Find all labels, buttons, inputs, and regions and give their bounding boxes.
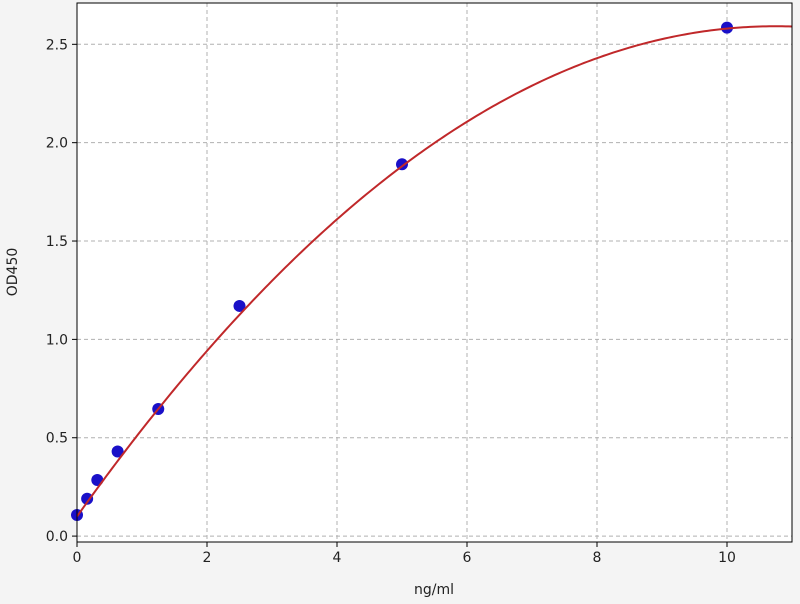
x-tick-label: 4 [333,550,342,566]
x-axis-ticks: 0 2 4 6 8 10 [73,542,736,566]
y-tick-label: 0.5 [46,431,68,447]
x-axis-label: ng/ml [414,582,454,598]
data-point [111,445,124,458]
data-point [81,492,94,505]
x-tick-label: 2 [203,550,212,566]
y-tick-label: 2.5 [46,37,68,53]
y-tick-label: 1.0 [46,332,68,348]
plot-area [77,3,792,542]
x-tick-label: 8 [593,550,602,566]
x-tick-label: 6 [463,550,472,566]
fit-curve [76,25,793,518]
y-tick-label: 1.5 [46,234,68,250]
y-tick-label: 0.0 [46,529,68,545]
x-tick-label: 10 [718,550,736,566]
x-tick-label: 0 [73,550,82,566]
y-tick-label: 2.0 [46,136,68,152]
y-axis-ticks: 0.0 0.5 1.0 1.5 2.0 2.5 [46,37,77,545]
y-axis-label: OD450 [5,248,21,297]
plot-frame [76,2,793,543]
data-point [233,299,246,312]
